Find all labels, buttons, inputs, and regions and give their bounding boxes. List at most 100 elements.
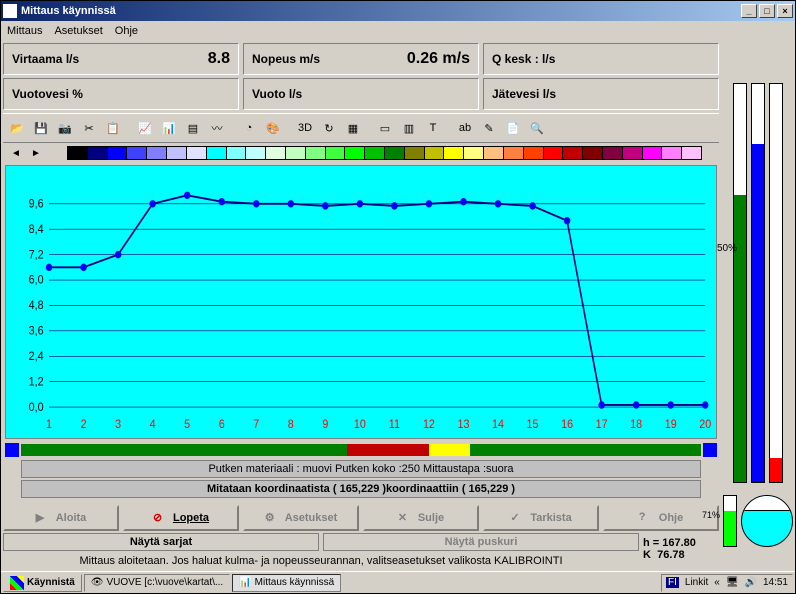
status-line-2: Mitataan koordinaatista ( 165,229 )koord… [21,480,701,498]
virtaama-value: 8.8 [208,50,230,68]
vuoto-label: Vuoto l/s [252,87,302,101]
tarkista-button: ✓Tarkista [483,505,599,531]
close-button[interactable]: × [777,4,793,18]
tray-icon-1[interactable]: « [714,577,720,588]
aloita-button: ▶Aloita [3,505,119,531]
pointer-icon[interactable]: ✎ [478,117,500,139]
jatevesi-label: Jätevesi l/s [492,87,556,101]
camera-icon[interactable]: 📷 [54,117,76,139]
svg-text:8,4: 8,4 [29,223,44,236]
windows-icon [10,576,24,590]
svg-text:2: 2 [81,419,87,432]
tray-icon-2[interactable]: 🖥 [726,577,739,588]
nav-left-icon[interactable]: ◄ [7,145,25,161]
palette-icon[interactable]: 🎨 [262,117,284,139]
stacked-icon[interactable]: ▤ [182,117,204,139]
titlebar: Mittaus käynnissä _ □ × [1,1,795,21]
svg-text:9,6: 9,6 [29,198,44,211]
vbar-2 [751,83,765,483]
copy-icon[interactable]: 📋 [102,117,124,139]
taskbar: Käynnistä 👁VUOVE [c:\vuove\kartat\... 📊M… [1,571,795,593]
lopeta-button[interactable]: ⊘Lopeta [123,505,239,531]
vertical-bars [733,83,783,483]
svg-text:10: 10 [354,419,366,432]
svg-text:13: 13 [457,419,469,432]
svg-text:5: 5 [184,419,190,432]
vuotovesi-box: Vuotovesi % [3,78,239,110]
svg-text:11: 11 [389,419,400,432]
save-icon[interactable]: 💾 [30,117,52,139]
qkesk-box: Q kesk : l/s [483,43,719,75]
vbar-1 [733,83,747,483]
legend-icon[interactable]: ▭ [374,117,396,139]
menu-asetukset[interactable]: Asetukset [54,25,102,37]
rotate-icon[interactable]: ↻ [318,117,340,139]
zoom-icon[interactable]: 🔍 [526,117,548,139]
bar-icon[interactable]: 📊 [158,117,180,139]
small-pct-label: 71% [702,510,720,520]
svg-text:18: 18 [630,419,642,432]
nopeus-box: Nopeus m/s 0.26 m/s [243,43,479,75]
menu-ohje[interactable]: Ohje [115,25,138,37]
svg-text:2,4: 2,4 [29,350,44,363]
page-icon[interactable]: 📄 [502,117,524,139]
task-mittaus[interactable]: 📊Mittaus käynnissä [232,574,341,592]
cut-icon[interactable]: ✂ [78,117,100,139]
chart-type-icon[interactable]: 📈 [134,117,156,139]
nayta-sarjat-button[interactable]: Näytä sarjat [3,533,319,551]
maximize-button[interactable]: □ [759,4,775,18]
text-icon[interactable]: T [422,117,444,139]
svg-text:7: 7 [253,419,259,432]
menubar: Mittaus Asetukset Ohje [1,21,795,41]
circle-indicator [741,495,793,547]
marker-left-icon [5,443,19,457]
nav-right-icon[interactable]: ► [27,145,45,161]
status-strip [21,444,701,456]
jatevesi-box: Jätevesi l/s [483,78,719,110]
grid-icon[interactable]: ▦ [342,117,364,139]
svg-text:16: 16 [561,419,573,432]
window-title: Mittaus käynnissä [21,5,739,17]
clock[interactable]: 14:51 [763,577,788,588]
label-icon[interactable]: ab [454,117,476,139]
chart-area[interactable]: 0,01,22,43,64,86,07,28,49,61234567891011… [5,165,717,439]
qkesk-label: Q kesk : l/s [492,52,555,66]
menu-mittaus[interactable]: Mittaus [7,25,42,37]
nayta-puskuri-button[interactable]: Näytä puskuri [323,533,639,551]
links-label[interactable]: Linkit [685,577,708,588]
virtaama-label: Virtaama l/s [12,52,79,66]
svg-text:1,2: 1,2 [29,376,44,389]
lang-indicator[interactable]: FI [666,577,679,588]
marker-right-icon [703,443,717,457]
columns-icon[interactable]: ▥ [398,117,420,139]
small-vbar: 71% [723,495,737,547]
system-tray[interactable]: FI Linkit « 🖥 🔊 14:51 [661,574,793,592]
svg-text:15: 15 [527,419,539,432]
open-icon[interactable]: 📂 [6,117,28,139]
main-window: Mittaus käynnissä _ □ × Mittaus Asetukse… [0,0,796,594]
svg-text:3: 3 [115,419,121,432]
pie-icon[interactable]: ◔ [238,117,260,139]
left-pane: Virtaama l/s 8.8 Nopeus m/s 0.26 m/s Q kes… [3,43,719,569]
status-line-1: Putken materiaali : muovi Putken koko :2… [21,460,701,478]
svg-text:20: 20 [699,419,711,432]
nopeus-value: 0.26 m/s [407,50,470,68]
nopeus-label: Nopeus m/s [252,52,320,66]
line-icon[interactable]: 〰 [206,117,228,139]
task-vuove[interactable]: 👁VUOVE [c:\vuove\kartat\... [84,574,230,592]
sulje-button: ✕Sulje [363,505,479,531]
tray-icon-3[interactable]: 🔊 [745,577,757,588]
button-row: ▶Aloita ⊘Lopeta ⚙Asetukset ✕Sulje ✓Tarki… [3,505,719,531]
app-icon [3,4,17,18]
start-button[interactable]: Käynnistä [3,574,82,592]
color-palette[interactable] [67,146,701,160]
asetukset-button: ⚙Asetukset [243,505,359,531]
vuotovesi-label: Vuotovesi % [12,87,83,101]
svg-text:6,0: 6,0 [29,274,44,287]
right-pane: 50% 71% [723,43,793,569]
svg-text:17: 17 [596,419,608,432]
3d-icon[interactable]: 3D [294,117,316,139]
pct50-label: 50% [717,243,737,254]
minimize-button[interactable]: _ [741,4,757,18]
svg-text:19: 19 [665,419,677,432]
